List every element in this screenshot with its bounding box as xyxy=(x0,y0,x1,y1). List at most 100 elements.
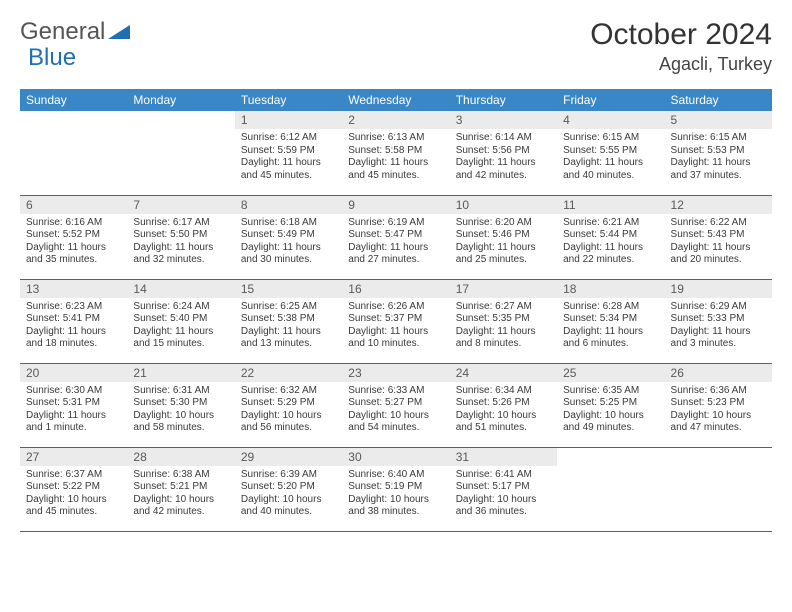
day-number: 21 xyxy=(127,364,234,382)
day-details: Sunrise: 6:21 AMSunset: 5:44 PMDaylight:… xyxy=(557,214,664,271)
weekday-header: Saturday xyxy=(665,89,772,111)
day-number: 4 xyxy=(557,111,664,129)
calendar-cell: 25Sunrise: 6:35 AMSunset: 5:25 PMDayligh… xyxy=(557,363,664,447)
day-number: 24 xyxy=(450,364,557,382)
calendar-cell: 30Sunrise: 6:40 AMSunset: 5:19 PMDayligh… xyxy=(342,447,449,531)
logo-text-2: Blue xyxy=(28,44,76,72)
logo: General xyxy=(20,18,130,46)
day-details: Sunrise: 6:33 AMSunset: 5:27 PMDaylight:… xyxy=(342,382,449,439)
calendar-cell: 22Sunrise: 6:32 AMSunset: 5:29 PMDayligh… xyxy=(235,363,342,447)
calendar-cell: 15Sunrise: 6:25 AMSunset: 5:38 PMDayligh… xyxy=(235,279,342,363)
day-number: 15 xyxy=(235,280,342,298)
calendar-cell-empty xyxy=(557,447,664,531)
day-number: 22 xyxy=(235,364,342,382)
calendar-cell: 29Sunrise: 6:39 AMSunset: 5:20 PMDayligh… xyxy=(235,447,342,531)
day-details: Sunrise: 6:12 AMSunset: 5:59 PMDaylight:… xyxy=(235,129,342,186)
calendar-cell: 3Sunrise: 6:14 AMSunset: 5:56 PMDaylight… xyxy=(450,111,557,195)
day-details: Sunrise: 6:23 AMSunset: 5:41 PMDaylight:… xyxy=(20,298,127,355)
day-number: 11 xyxy=(557,196,664,214)
calendar-header-row: SundayMondayTuesdayWednesdayThursdayFrid… xyxy=(20,89,772,111)
day-details: Sunrise: 6:24 AMSunset: 5:40 PMDaylight:… xyxy=(127,298,234,355)
day-details: Sunrise: 6:25 AMSunset: 5:38 PMDaylight:… xyxy=(235,298,342,355)
calendar-body: 1Sunrise: 6:12 AMSunset: 5:59 PMDaylight… xyxy=(20,111,772,531)
day-number: 20 xyxy=(20,364,127,382)
day-details: Sunrise: 6:38 AMSunset: 5:21 PMDaylight:… xyxy=(127,466,234,523)
day-number: 8 xyxy=(235,196,342,214)
day-details: Sunrise: 6:26 AMSunset: 5:37 PMDaylight:… xyxy=(342,298,449,355)
day-details: Sunrise: 6:16 AMSunset: 5:52 PMDaylight:… xyxy=(20,214,127,271)
calendar-cell: 11Sunrise: 6:21 AMSunset: 5:44 PMDayligh… xyxy=(557,195,664,279)
day-details: Sunrise: 6:20 AMSunset: 5:46 PMDaylight:… xyxy=(450,214,557,271)
day-details: Sunrise: 6:36 AMSunset: 5:23 PMDaylight:… xyxy=(665,382,772,439)
day-number: 29 xyxy=(235,448,342,466)
weekday-header: Sunday xyxy=(20,89,127,111)
day-details: Sunrise: 6:14 AMSunset: 5:56 PMDaylight:… xyxy=(450,129,557,186)
day-number: 9 xyxy=(342,196,449,214)
calendar-cell: 8Sunrise: 6:18 AMSunset: 5:49 PMDaylight… xyxy=(235,195,342,279)
day-number: 1 xyxy=(235,111,342,129)
day-details: Sunrise: 6:30 AMSunset: 5:31 PMDaylight:… xyxy=(20,382,127,439)
day-details: Sunrise: 6:15 AMSunset: 5:53 PMDaylight:… xyxy=(665,129,772,186)
day-number: 12 xyxy=(665,196,772,214)
logo-triangle-icon xyxy=(108,18,130,46)
calendar-cell: 21Sunrise: 6:31 AMSunset: 5:30 PMDayligh… xyxy=(127,363,234,447)
day-number: 3 xyxy=(450,111,557,129)
calendar-cell: 19Sunrise: 6:29 AMSunset: 5:33 PMDayligh… xyxy=(665,279,772,363)
calendar-cell: 26Sunrise: 6:36 AMSunset: 5:23 PMDayligh… xyxy=(665,363,772,447)
day-number: 6 xyxy=(20,196,127,214)
day-details: Sunrise: 6:37 AMSunset: 5:22 PMDaylight:… xyxy=(20,466,127,523)
calendar-cell: 1Sunrise: 6:12 AMSunset: 5:59 PMDaylight… xyxy=(235,111,342,195)
day-details: Sunrise: 6:19 AMSunset: 5:47 PMDaylight:… xyxy=(342,214,449,271)
day-details: Sunrise: 6:34 AMSunset: 5:26 PMDaylight:… xyxy=(450,382,557,439)
calendar-cell: 4Sunrise: 6:15 AMSunset: 5:55 PMDaylight… xyxy=(557,111,664,195)
day-number: 30 xyxy=(342,448,449,466)
weekday-header: Wednesday xyxy=(342,89,449,111)
day-details: Sunrise: 6:28 AMSunset: 5:34 PMDaylight:… xyxy=(557,298,664,355)
calendar-table: SundayMondayTuesdayWednesdayThursdayFrid… xyxy=(20,89,772,532)
day-number: 16 xyxy=(342,280,449,298)
calendar-cell: 28Sunrise: 6:38 AMSunset: 5:21 PMDayligh… xyxy=(127,447,234,531)
day-details: Sunrise: 6:27 AMSunset: 5:35 PMDaylight:… xyxy=(450,298,557,355)
weekday-header: Friday xyxy=(557,89,664,111)
day-number: 28 xyxy=(127,448,234,466)
calendar-cell: 23Sunrise: 6:33 AMSunset: 5:27 PMDayligh… xyxy=(342,363,449,447)
day-number: 5 xyxy=(665,111,772,129)
weekday-header: Thursday xyxy=(450,89,557,111)
day-number: 27 xyxy=(20,448,127,466)
day-details: Sunrise: 6:32 AMSunset: 5:29 PMDaylight:… xyxy=(235,382,342,439)
weekday-header: Tuesday xyxy=(235,89,342,111)
calendar-cell: 12Sunrise: 6:22 AMSunset: 5:43 PMDayligh… xyxy=(665,195,772,279)
day-number: 14 xyxy=(127,280,234,298)
day-details: Sunrise: 6:22 AMSunset: 5:43 PMDaylight:… xyxy=(665,214,772,271)
day-number: 25 xyxy=(557,364,664,382)
day-number: 26 xyxy=(665,364,772,382)
weekday-header: Monday xyxy=(127,89,234,111)
day-number: 10 xyxy=(450,196,557,214)
day-number: 13 xyxy=(20,280,127,298)
day-number: 18 xyxy=(557,280,664,298)
calendar-cell: 24Sunrise: 6:34 AMSunset: 5:26 PMDayligh… xyxy=(450,363,557,447)
day-number: 19 xyxy=(665,280,772,298)
day-details: Sunrise: 6:35 AMSunset: 5:25 PMDaylight:… xyxy=(557,382,664,439)
calendar-cell: 10Sunrise: 6:20 AMSunset: 5:46 PMDayligh… xyxy=(450,195,557,279)
calendar-cell: 27Sunrise: 6:37 AMSunset: 5:22 PMDayligh… xyxy=(20,447,127,531)
day-number: 7 xyxy=(127,196,234,214)
calendar-cell: 5Sunrise: 6:15 AMSunset: 5:53 PMDaylight… xyxy=(665,111,772,195)
day-details: Sunrise: 6:13 AMSunset: 5:58 PMDaylight:… xyxy=(342,129,449,186)
calendar-cell: 7Sunrise: 6:17 AMSunset: 5:50 PMDaylight… xyxy=(127,195,234,279)
calendar-cell: 14Sunrise: 6:24 AMSunset: 5:40 PMDayligh… xyxy=(127,279,234,363)
day-number: 2 xyxy=(342,111,449,129)
day-details: Sunrise: 6:17 AMSunset: 5:50 PMDaylight:… xyxy=(127,214,234,271)
logo-text-1: General xyxy=(20,18,105,46)
day-details: Sunrise: 6:29 AMSunset: 5:33 PMDaylight:… xyxy=(665,298,772,355)
calendar-cell: 16Sunrise: 6:26 AMSunset: 5:37 PMDayligh… xyxy=(342,279,449,363)
calendar-cell-empty xyxy=(127,111,234,195)
calendar-cell: 20Sunrise: 6:30 AMSunset: 5:31 PMDayligh… xyxy=(20,363,127,447)
calendar-cell-empty xyxy=(20,111,127,195)
header: General October 2024 Agacli, Turkey xyxy=(20,18,772,75)
calendar-cell: 18Sunrise: 6:28 AMSunset: 5:34 PMDayligh… xyxy=(557,279,664,363)
day-details: Sunrise: 6:15 AMSunset: 5:55 PMDaylight:… xyxy=(557,129,664,186)
title-location: Agacli, Turkey xyxy=(590,54,772,75)
day-number: 31 xyxy=(450,448,557,466)
day-details: Sunrise: 6:40 AMSunset: 5:19 PMDaylight:… xyxy=(342,466,449,523)
